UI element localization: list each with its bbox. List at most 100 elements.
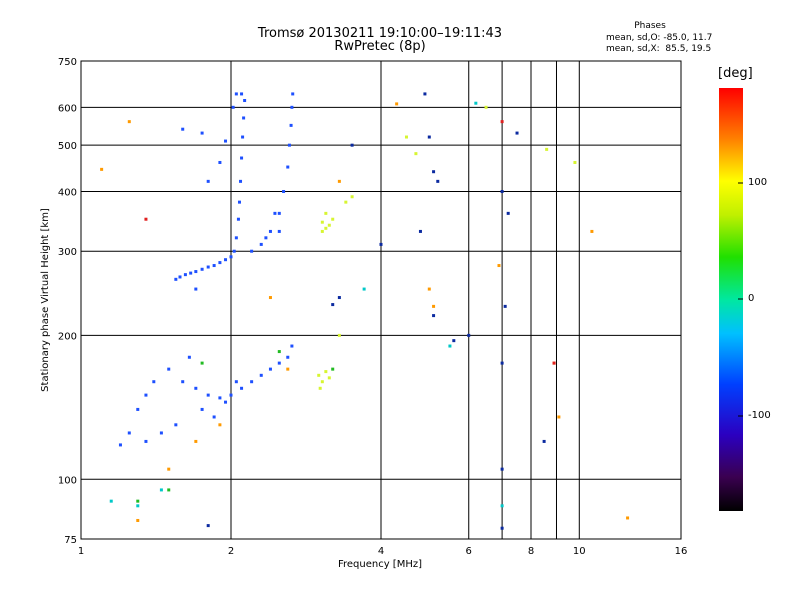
scatter-point xyxy=(268,296,272,300)
scatter-point xyxy=(497,264,501,268)
scatter-point xyxy=(350,195,354,199)
scatter-point xyxy=(331,217,335,221)
colorbar-tick-minus-100: -100 xyxy=(748,410,771,421)
colorbar-ticks xyxy=(738,182,743,417)
scatter-point xyxy=(287,143,291,147)
scatter-point xyxy=(212,415,216,419)
scatter-point xyxy=(500,189,504,193)
scatter-point xyxy=(344,200,348,204)
scatter-point xyxy=(432,314,436,318)
scatter-point xyxy=(200,267,204,271)
scatter-point xyxy=(259,242,263,246)
scatter-point xyxy=(231,105,235,109)
scatter-point xyxy=(242,116,246,120)
scatter-point xyxy=(194,439,198,443)
scatter-point xyxy=(432,170,436,174)
scatter-points xyxy=(100,92,630,530)
scatter-point xyxy=(127,431,131,435)
scatter-point xyxy=(189,271,193,275)
scatter-point xyxy=(174,277,178,281)
scatter-point xyxy=(277,229,281,233)
scatter-point xyxy=(234,92,238,96)
chart-subtitle: RwPretec (8p) xyxy=(334,39,426,54)
scatter-point xyxy=(239,179,243,183)
scatter-point xyxy=(395,102,399,106)
scatter-point xyxy=(229,393,233,397)
scatter-point xyxy=(109,499,113,503)
scatter-point xyxy=(206,265,210,269)
scatter-point xyxy=(240,156,244,160)
scatter-point xyxy=(268,367,272,371)
scatter-point xyxy=(232,249,236,253)
scatter-point xyxy=(289,123,293,127)
scatter-point xyxy=(200,131,204,135)
scatter-point xyxy=(320,220,324,224)
scatter-point xyxy=(423,92,427,96)
scatter-point xyxy=(218,423,222,427)
scatter-point xyxy=(337,179,341,183)
scatter-point xyxy=(436,179,440,183)
y-tick-label-500: 500 xyxy=(58,141,77,152)
scatter-point xyxy=(557,415,561,419)
scatter-point xyxy=(144,217,148,221)
scatter-point xyxy=(277,361,281,365)
scatter-point xyxy=(178,275,182,279)
scatter-point xyxy=(194,386,198,390)
scatter-point xyxy=(243,99,247,103)
scatter-point xyxy=(500,467,504,471)
scatter-point xyxy=(241,135,245,139)
scatter-point xyxy=(474,101,478,105)
scatter-point xyxy=(206,393,210,397)
scatter-point xyxy=(545,147,549,151)
scatter-point xyxy=(250,249,254,253)
scatter-point xyxy=(159,488,163,492)
scatter-point xyxy=(291,92,295,96)
scatter-point xyxy=(167,467,171,471)
scatter-point xyxy=(542,439,546,443)
scatter-point xyxy=(206,524,210,528)
scatter-point xyxy=(118,443,122,447)
scatter-point xyxy=(212,264,216,268)
scatter-point xyxy=(240,92,244,96)
scatter-point xyxy=(452,339,456,343)
scatter-point xyxy=(331,367,335,371)
scatter-point xyxy=(590,229,594,233)
scatter-point xyxy=(500,504,504,508)
scatter-point xyxy=(181,380,185,384)
scatter-point xyxy=(250,380,254,384)
scatter-point xyxy=(290,105,294,109)
x-tick-label-1: 1 xyxy=(78,546,84,557)
scatter-point xyxy=(515,131,519,135)
scatter-point xyxy=(286,165,290,169)
scatter-point xyxy=(448,344,452,348)
scatter-point xyxy=(234,236,238,240)
scatter-point xyxy=(503,304,507,308)
scatter-point xyxy=(467,333,471,337)
scatter-point xyxy=(418,229,422,233)
y-axis-label: Stationary phase Virtual Height [km] xyxy=(40,208,51,392)
scatter-point xyxy=(337,296,341,300)
y-tick-label-600: 600 xyxy=(58,103,77,114)
scatter-point xyxy=(136,504,140,508)
scatter-point xyxy=(218,261,222,265)
scatter-point xyxy=(327,223,331,227)
scatter-point xyxy=(324,370,328,374)
scatter-point xyxy=(432,304,436,308)
scatter-point xyxy=(159,431,163,435)
colorbar-tick-100: 100 xyxy=(748,177,768,188)
scatter-point xyxy=(194,270,198,274)
scatter-point xyxy=(626,516,630,520)
y-tick-label-300: 300 xyxy=(58,247,77,258)
scatter-point xyxy=(320,380,324,384)
scatter-point xyxy=(379,242,383,246)
scatter-point xyxy=(224,400,228,404)
axes: 1 2 4 6 8 10 16 75 100 200 300 400 500 600 750 xyxy=(58,57,687,557)
x-tick-label-16: 16 xyxy=(675,546,688,557)
scatter-point xyxy=(240,386,244,390)
scatter-point xyxy=(573,160,577,164)
grid xyxy=(81,61,681,539)
scatter-point xyxy=(152,380,156,384)
scatter-point xyxy=(331,303,335,307)
scatter-point xyxy=(237,200,241,204)
